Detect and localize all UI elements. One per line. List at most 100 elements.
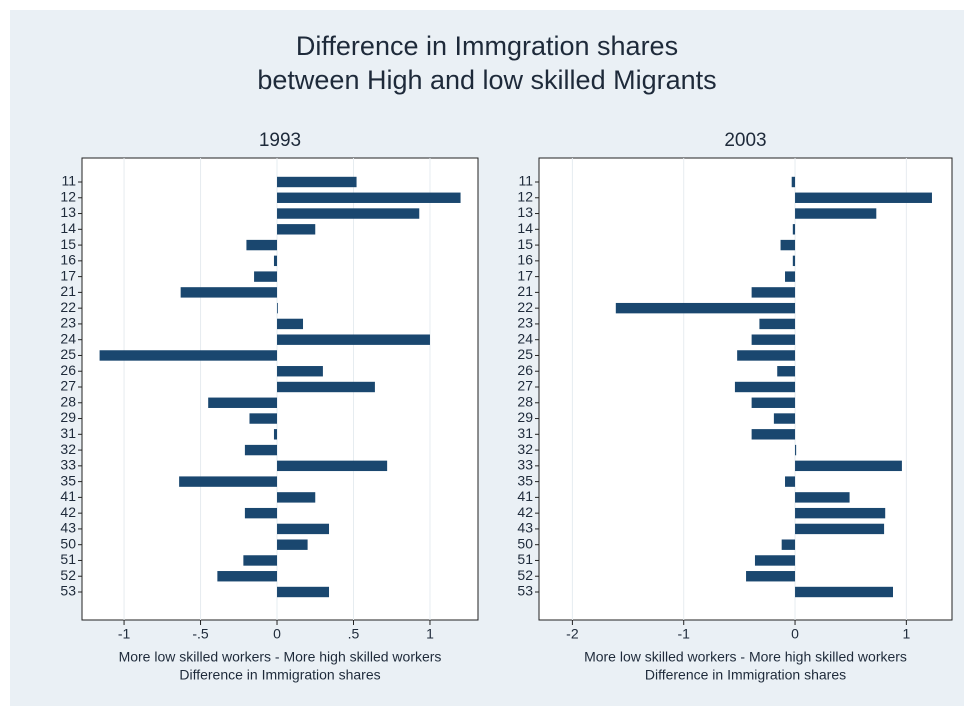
bar <box>249 413 278 424</box>
x-tick-label: .5 <box>348 626 360 642</box>
bar <box>780 239 796 251</box>
y-tick-label: 17 <box>517 267 533 283</box>
bar <box>759 318 796 330</box>
y-tick-label: 15 <box>517 236 533 252</box>
y-tick-label: 15 <box>60 236 76 252</box>
y-tick-label: 35 <box>517 472 533 488</box>
y-tick-label: 32 <box>517 441 533 457</box>
y-tick-label: 12 <box>60 188 76 204</box>
bar <box>180 287 278 298</box>
y-tick-label: 17 <box>60 267 76 283</box>
bar <box>785 476 796 487</box>
chart-title: Difference in Immgration shares <box>296 31 678 61</box>
panel-title: 2003 <box>724 130 766 151</box>
y-tick-label: 43 <box>517 520 533 536</box>
bar <box>277 586 330 598</box>
bar <box>795 460 902 472</box>
x-axis-label: Difference in Immigration shares <box>179 667 380 683</box>
y-tick-label: 14 <box>60 220 76 236</box>
y-tick-label: 23 <box>60 315 76 331</box>
y-tick-label: 24 <box>517 330 533 346</box>
x-tick-label: 1 <box>426 626 434 642</box>
x-tick-label: -2 <box>566 626 579 642</box>
bar <box>777 366 796 377</box>
bar <box>99 350 278 361</box>
y-tick-label: 21 <box>60 283 76 299</box>
x-tick-label: -.5 <box>192 626 209 642</box>
y-tick-label: 25 <box>517 346 533 362</box>
bar <box>795 507 886 519</box>
y-tick-label: 11 <box>518 173 533 189</box>
bar <box>785 271 796 282</box>
y-tick-label: 22 <box>60 299 76 315</box>
bar <box>792 255 796 267</box>
bar <box>277 381 375 393</box>
y-tick-label: 41 <box>60 488 76 504</box>
y-tick-label: 23 <box>517 315 533 331</box>
y-tick-label: 53 <box>60 583 76 599</box>
bar <box>277 492 316 503</box>
bar <box>277 192 461 203</box>
y-tick-label: 31 <box>60 425 76 441</box>
y-tick-label: 33 <box>517 457 533 473</box>
y-tick-label: 16 <box>60 252 76 268</box>
y-tick-label: 42 <box>517 504 533 520</box>
bar <box>746 571 796 582</box>
y-tick-label: 53 <box>517 583 533 599</box>
x-axis-label: More low skilled workers - More high ski… <box>584 649 907 665</box>
bar <box>277 523 330 535</box>
bar <box>751 429 796 440</box>
x-axis-label: Difference in Immigration shares <box>645 667 846 683</box>
y-tick-label: 35 <box>60 472 76 488</box>
y-tick-label: 50 <box>517 535 533 551</box>
bar <box>277 334 430 345</box>
y-tick-label: 21 <box>517 283 533 299</box>
y-tick-label: 28 <box>60 393 76 409</box>
bar <box>217 571 278 582</box>
y-tick-label: 52 <box>517 567 533 583</box>
y-tick-label: 29 <box>517 409 533 425</box>
y-tick-label: 26 <box>517 362 533 378</box>
y-tick-label: 13 <box>517 204 533 220</box>
bar <box>737 350 796 361</box>
y-tick-label: 29 <box>60 409 76 425</box>
y-tick-label: 51 <box>517 551 533 567</box>
x-tick-label: 0 <box>273 626 281 642</box>
x-tick-label: -1 <box>677 626 690 642</box>
y-tick-label: 52 <box>60 567 76 583</box>
panel-title: 1993 <box>259 130 301 151</box>
bar <box>795 523 885 535</box>
bar <box>791 176 796 188</box>
y-tick-label: 27 <box>60 378 76 394</box>
y-tick-label: 41 <box>517 488 533 504</box>
y-tick-label: 25 <box>60 346 76 362</box>
bar <box>273 429 278 440</box>
bar <box>795 444 797 456</box>
y-tick-label: 42 <box>60 504 76 520</box>
bar <box>254 271 278 282</box>
y-tick-label: 14 <box>517 220 533 236</box>
bar <box>277 176 357 188</box>
bar <box>781 539 796 550</box>
bar <box>244 507 278 519</box>
bar <box>751 397 796 408</box>
chart-title: between High and low skilled Migrants <box>257 65 716 95</box>
y-tick-label: 51 <box>60 551 76 567</box>
bar <box>754 555 796 566</box>
bar <box>277 224 316 235</box>
y-tick-label: 13 <box>60 204 76 220</box>
y-tick-label: 16 <box>517 252 533 268</box>
x-tick-label: 1 <box>902 626 910 642</box>
y-tick-label: 28 <box>517 393 533 409</box>
y-tick-label: 12 <box>517 188 533 204</box>
y-tick-label: 33 <box>60 457 76 473</box>
y-tick-label: 11 <box>61 173 76 189</box>
x-tick-label: -1 <box>118 626 131 642</box>
bar <box>277 208 420 219</box>
y-tick-label: 26 <box>60 362 76 378</box>
bar <box>792 224 796 235</box>
bar <box>273 255 278 267</box>
x-tick-label: 0 <box>791 626 799 642</box>
bar <box>277 302 278 314</box>
